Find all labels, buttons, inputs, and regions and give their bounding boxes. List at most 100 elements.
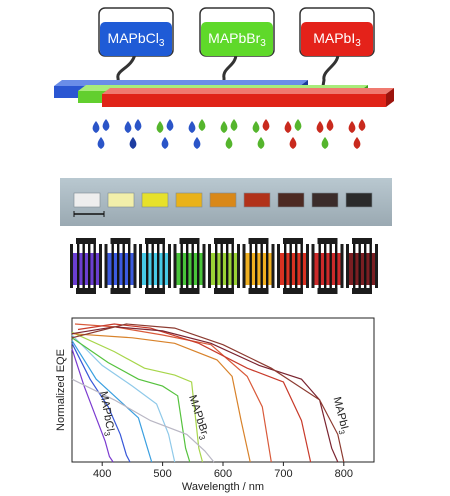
device-finger [162, 244, 165, 288]
film-substrate [209, 192, 237, 208]
x-tick-label: 700 [274, 468, 292, 480]
device-finger [77, 244, 80, 288]
eqe-series-line [71, 378, 215, 463]
beaker-mapbbr3-liquid [201, 22, 273, 56]
device-finger [300, 244, 303, 288]
device-top-contact [283, 238, 303, 244]
droplet [198, 119, 206, 131]
droplet [166, 119, 174, 131]
device-finger [289, 244, 292, 288]
film-substrates [73, 192, 373, 208]
device-top-contact [145, 238, 165, 244]
device-bottom-contact [248, 288, 269, 294]
beaker-mapbcl3-liquid [100, 22, 172, 56]
device [208, 238, 240, 294]
device-finger [335, 244, 338, 288]
beaker-mapbi3-label: MAPbI3 [313, 30, 361, 49]
beaker-mapbi3: MAPbI3 [299, 7, 375, 93]
device-top-contact [214, 238, 234, 244]
device-side-bus [202, 244, 206, 288]
droplet [129, 137, 137, 149]
film-substrate [107, 192, 135, 208]
droplet [97, 137, 105, 149]
droplet [262, 119, 270, 131]
droplet [124, 121, 132, 133]
droplet-cluster [92, 119, 110, 149]
eqe-series-line [71, 343, 131, 463]
device-side-bus [99, 244, 102, 288]
device [277, 238, 309, 294]
device-side-bus [237, 244, 240, 288]
beaker-mapbbr3: MAPbBr3 [199, 7, 275, 90]
device-side-bus [306, 244, 309, 288]
eqe-series-line [71, 333, 251, 463]
eqe-series-line [71, 334, 176, 463]
device-side-bus [311, 244, 315, 288]
droplet [358, 119, 366, 131]
device-side-bus [375, 244, 378, 288]
device-bottom-contact [76, 288, 96, 294]
precursor-beakers: MAPbCl3 MAPbBr3 MAPbI3 [98, 7, 375, 93]
device-finger [364, 244, 367, 288]
beaker-mapbcl3-tube [116, 53, 137, 89]
device-finger [353, 244, 356, 288]
device-finger [260, 244, 263, 288]
device-finger [191, 244, 194, 288]
device [242, 238, 275, 294]
device-finger [266, 244, 269, 288]
device-finger [88, 244, 91, 288]
beaker-mapbbr3-label: MAPbBr3 [208, 30, 266, 49]
device-side-bus [168, 244, 171, 288]
beaker-mapbcl3-label: MAPbCl3 [108, 30, 165, 49]
droplet [188, 121, 196, 133]
device [70, 238, 102, 294]
droplet-cluster [316, 119, 334, 149]
droplet [284, 121, 292, 133]
eqe-series-line [77, 323, 312, 463]
device [139, 238, 171, 294]
device-finger [122, 244, 125, 288]
device-top-contact [317, 238, 338, 244]
ink-droplets [92, 119, 366, 149]
droplet-cluster [156, 119, 174, 149]
eqe-series-line [71, 326, 339, 463]
eqe-chart: 400 500 600 700 800 Wavelength / nm Normaliz… [55, 317, 375, 493]
device-side-bus [277, 244, 280, 288]
printhead-bars [54, 80, 394, 107]
device-finger [358, 244, 361, 288]
device-side-bus [242, 244, 246, 288]
x-axis-ticks: 400 500 600 700 800 [93, 462, 353, 480]
device-side-bus [133, 244, 137, 288]
droplet-cluster [124, 119, 142, 149]
device-finger [117, 244, 120, 288]
film-substrate [277, 192, 305, 208]
device-top-contact [248, 238, 269, 244]
droplet [193, 137, 201, 149]
eqe-series [71, 323, 345, 463]
device-finger [93, 244, 96, 288]
droplet-cluster [252, 119, 270, 149]
droplet-cluster [348, 119, 366, 149]
device-finger [231, 244, 234, 288]
device-side-bus [104, 244, 108, 288]
droplet-cluster [188, 119, 206, 149]
device-finger [180, 244, 183, 288]
x-tick-label: 600 [214, 468, 232, 480]
device-side-bus [208, 244, 211, 288]
printhead-bar-red [102, 88, 394, 107]
device-bottom-contact [214, 288, 234, 294]
droplet [257, 137, 265, 149]
device-side-bus [173, 244, 177, 288]
x-tick-label: 800 [335, 468, 353, 480]
y-axis-label: Normalized EQE [55, 349, 67, 431]
device-top-contact [110, 238, 131, 244]
droplet [326, 119, 334, 131]
device-finger [186, 244, 189, 288]
beaker-mapbi3-liquid [301, 22, 373, 56]
device-finger [146, 244, 149, 288]
beaker-mapbbr3-tube [222, 53, 238, 90]
beaker-mapbcl3: MAPbCl3 [98, 7, 174, 89]
droplet [289, 137, 297, 149]
device-side-bus [139, 244, 142, 288]
droplet [294, 119, 302, 131]
